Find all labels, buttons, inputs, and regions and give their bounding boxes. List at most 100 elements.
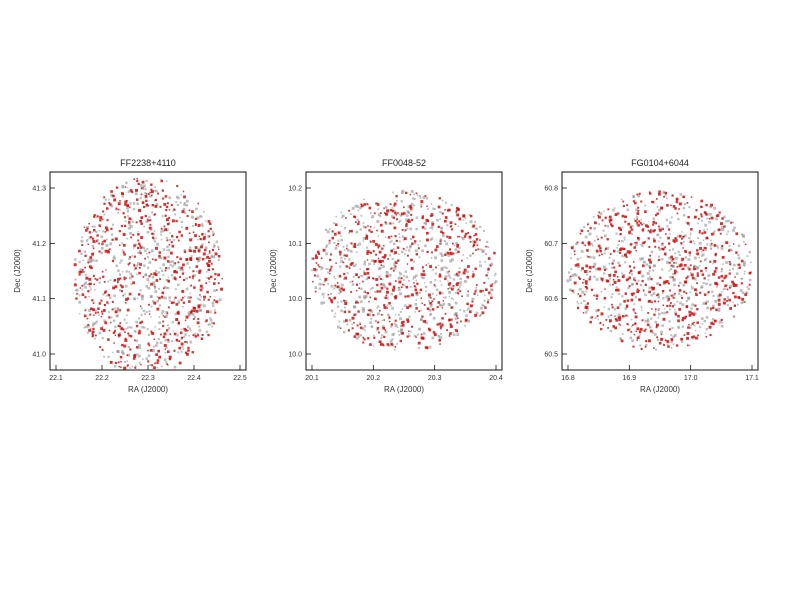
grey-point — [379, 215, 382, 218]
red-point — [153, 338, 155, 340]
red-point — [695, 293, 698, 297]
grey-point — [405, 218, 409, 222]
grey-point — [681, 340, 684, 344]
grey-point — [334, 247, 338, 250]
red-point — [178, 340, 181, 342]
red-point — [406, 295, 409, 298]
grey-point — [733, 263, 736, 267]
red-point — [457, 250, 460, 254]
red-point — [655, 326, 658, 329]
red-point — [107, 338, 110, 341]
red-point — [364, 226, 367, 229]
grey-point — [123, 361, 126, 363]
grey-point — [593, 227, 596, 230]
grey-point — [348, 231, 351, 234]
red-point — [653, 239, 656, 243]
red-point — [383, 344, 385, 347]
red-point — [721, 217, 724, 220]
red-point — [374, 243, 378, 246]
red-point — [162, 189, 164, 192]
grey-point — [112, 257, 116, 260]
grey-point — [349, 213, 352, 215]
grey-point — [104, 198, 107, 201]
red-point — [493, 251, 496, 255]
grey-point — [133, 297, 136, 300]
red-point — [126, 354, 129, 357]
red-point — [613, 280, 617, 284]
red-point — [87, 243, 89, 246]
grey-point — [646, 320, 650, 323]
red-point — [220, 287, 224, 291]
red-point — [373, 259, 377, 263]
red-point — [677, 284, 680, 287]
grey-point — [340, 309, 344, 313]
red-point — [591, 316, 594, 319]
grey-point — [353, 305, 357, 309]
grey-point — [609, 321, 611, 324]
red-point — [699, 291, 702, 294]
red-point — [420, 336, 424, 340]
red-point — [571, 289, 574, 292]
red-point — [596, 315, 599, 317]
grey-point — [681, 325, 684, 328]
grey-point — [177, 196, 180, 200]
red-point — [431, 251, 433, 254]
grey-point — [378, 275, 381, 279]
red-point — [394, 280, 397, 282]
red-point — [73, 283, 77, 287]
red-point — [642, 289, 645, 292]
grey-point — [107, 280, 110, 283]
red-point — [474, 267, 477, 270]
red-point — [348, 310, 351, 313]
grey-point — [586, 308, 589, 311]
grey-point — [652, 237, 655, 239]
grey-point — [154, 269, 158, 273]
grey-point — [432, 207, 435, 210]
red-point — [614, 326, 618, 330]
grey-point — [443, 239, 446, 243]
grey-point — [603, 252, 606, 255]
red-point — [645, 340, 648, 343]
red-point — [636, 290, 640, 293]
grey-point — [657, 307, 661, 311]
red-point — [662, 228, 664, 231]
red-point — [622, 200, 625, 203]
red-point — [124, 200, 128, 204]
red-point — [646, 225, 650, 228]
red-point — [101, 218, 104, 221]
red-point — [154, 273, 158, 277]
red-point — [627, 222, 631, 226]
grey-point — [399, 272, 402, 276]
red-point — [696, 249, 699, 252]
grey-point — [214, 244, 216, 247]
red-point — [136, 373, 139, 376]
grey-point — [702, 302, 706, 305]
y-tick-label: 41.3 — [32, 186, 46, 193]
grey-point — [123, 293, 126, 296]
grey-point — [403, 229, 407, 232]
red-point — [748, 271, 752, 275]
grey-point — [405, 214, 409, 217]
grey-point — [328, 241, 331, 245]
grey-point — [167, 255, 170, 258]
red-point — [369, 241, 372, 243]
grey-point — [634, 296, 637, 299]
red-point — [442, 300, 445, 302]
grey-point — [400, 191, 404, 195]
grey-point — [91, 225, 94, 228]
red-point — [471, 275, 475, 278]
grey-point — [356, 218, 359, 222]
grey-point — [159, 256, 163, 260]
red-point — [728, 260, 731, 263]
red-point — [147, 342, 150, 345]
grey-point — [385, 271, 389, 275]
red-point — [672, 258, 675, 261]
red-point — [410, 266, 414, 270]
red-point — [639, 327, 643, 331]
red-point — [174, 296, 177, 299]
grey-point — [466, 294, 470, 297]
grey-point — [337, 245, 340, 248]
red-point — [463, 235, 467, 238]
red-point — [200, 337, 204, 341]
grey-point — [186, 325, 190, 329]
